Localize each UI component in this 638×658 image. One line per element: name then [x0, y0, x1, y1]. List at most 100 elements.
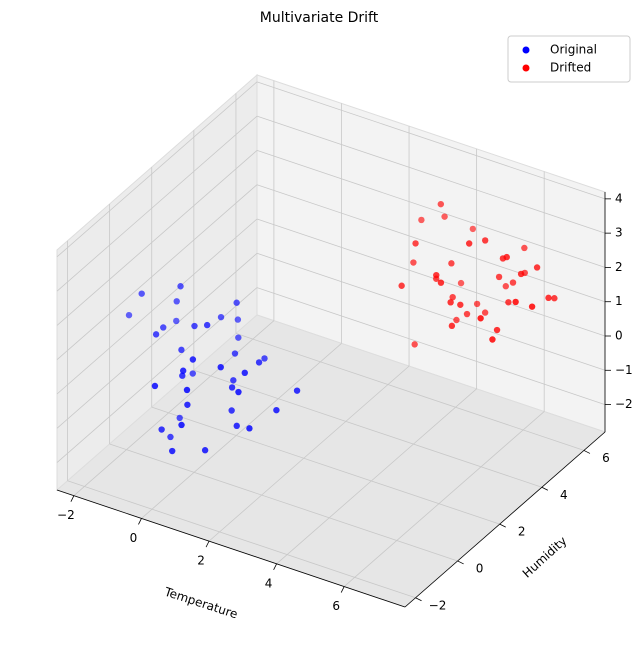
data-point — [509, 279, 517, 286]
grid-line — [235, 333, 585, 451]
tick-mark — [340, 586, 345, 593]
data-point — [433, 275, 440, 282]
data-point — [489, 336, 496, 343]
grid-line — [56, 81, 258, 258]
x-axis-label: Temperature — [162, 584, 240, 621]
grid-line — [343, 411, 545, 587]
y-tick-label: 0 — [476, 561, 484, 575]
data-point — [158, 426, 165, 433]
data-point — [528, 303, 536, 310]
data-point — [493, 326, 501, 334]
grid-line — [256, 150, 606, 268]
tick-mark — [70, 495, 75, 502]
data-point — [241, 369, 248, 377]
grid-line — [73, 320, 275, 496]
grid-line — [256, 218, 606, 337]
data-point — [173, 298, 180, 305]
x-tick-label: −2 — [57, 508, 75, 522]
data-point — [176, 414, 183, 422]
data-point — [233, 422, 240, 430]
data-point — [201, 447, 209, 454]
data-point — [160, 324, 167, 331]
data-point — [465, 240, 473, 247]
axis-line — [404, 431, 606, 608]
data-point — [477, 315, 484, 322]
data-point — [473, 300, 481, 308]
legend-box — [507, 35, 631, 83]
legend: Original Drifted — [507, 35, 631, 83]
grid-line — [256, 287, 606, 405]
data-point — [178, 346, 185, 354]
grid-line — [151, 406, 500, 525]
data-point — [448, 322, 456, 330]
data-point — [255, 359, 263, 366]
data-point — [189, 356, 197, 363]
data-point — [449, 293, 456, 301]
data-point — [447, 299, 454, 306]
data-point — [463, 310, 471, 318]
data-point — [233, 299, 240, 306]
z-tick-label: 0 — [615, 329, 623, 343]
x-tick-label: 4 — [265, 576, 273, 590]
data-point — [512, 298, 519, 306]
data-point — [169, 447, 176, 455]
data-point — [533, 264, 541, 271]
data-point — [412, 240, 419, 247]
data-point — [125, 311, 133, 319]
grid-line — [256, 81, 606, 200]
data-point — [495, 273, 503, 281]
z-tick-label: 2 — [615, 260, 623, 274]
z-tick-label: 4 — [615, 191, 623, 205]
grid-line — [208, 365, 410, 542]
data-point — [273, 406, 280, 414]
tick-mark — [541, 486, 549, 491]
tick-mark — [205, 540, 210, 548]
x-tick-label: 0 — [130, 531, 138, 545]
data-point — [457, 279, 465, 287]
data-point — [293, 387, 301, 394]
data-point — [167, 433, 174, 441]
data-point — [228, 407, 235, 414]
z-tick-label: 3 — [615, 226, 623, 240]
grid-line — [56, 252, 258, 429]
data-point — [173, 317, 180, 325]
legend-marker — [522, 64, 530, 72]
data-point — [261, 355, 268, 362]
data-point — [545, 294, 552, 302]
z-tick-label: 1 — [615, 294, 623, 308]
data-point — [178, 421, 185, 429]
data-point — [230, 377, 237, 384]
grid-line — [256, 184, 606, 303]
data-point — [411, 341, 418, 348]
data-point — [234, 316, 242, 323]
data-point — [398, 282, 405, 289]
data-point — [505, 299, 512, 306]
data-point — [521, 244, 528, 252]
grid-line — [276, 388, 477, 565]
z-tick-label: −2 — [615, 397, 633, 411]
grid-line — [56, 218, 258, 395]
data-point — [183, 386, 191, 394]
data-point — [179, 372, 186, 379]
data-point — [437, 200, 445, 208]
data-point — [152, 331, 160, 338]
data-point — [231, 350, 239, 357]
y-tick-label: 2 — [518, 525, 526, 539]
grid-line — [56, 115, 258, 292]
grid-line — [256, 252, 606, 371]
data-point — [228, 384, 236, 391]
x-tick-label: 6 — [332, 599, 340, 613]
data-point — [151, 382, 159, 390]
grid-line — [56, 150, 258, 326]
data-point — [453, 316, 460, 324]
data-point — [184, 401, 191, 408]
grid-line — [56, 184, 258, 361]
z-tick-label: −1 — [615, 363, 633, 377]
x-tick-label: 2 — [197, 554, 205, 568]
grid-line — [141, 343, 342, 519]
tick-mark — [499, 523, 506, 528]
data-point — [217, 313, 225, 321]
tick-mark — [138, 518, 142, 525]
tick-mark — [457, 560, 464, 565]
